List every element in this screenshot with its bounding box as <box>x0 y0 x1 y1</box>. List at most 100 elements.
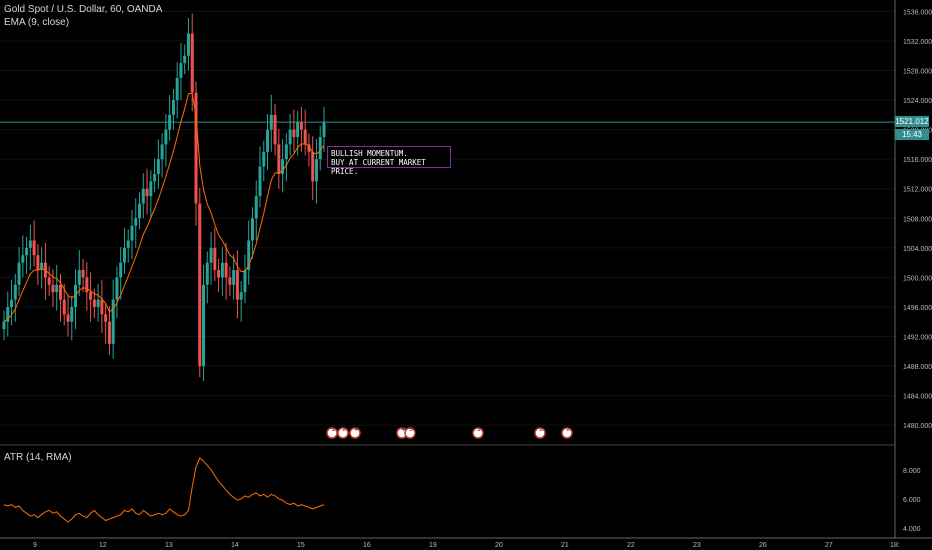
candle-body <box>100 299 104 315</box>
event-marker-label: 2 <box>566 427 570 433</box>
candle-body <box>269 114 273 130</box>
candle-body <box>89 292 93 300</box>
price-tick-label: 1500.000 <box>903 275 932 282</box>
time-tick-label: 19 <box>429 542 437 549</box>
time-tick-label: 27 <box>825 542 833 549</box>
candle-body <box>220 262 224 278</box>
candle-body <box>51 284 55 293</box>
candle-body <box>194 92 198 204</box>
candle-body <box>205 262 209 285</box>
time-tick-label: 9 <box>33 542 37 549</box>
atr-legend[interactable]: ATR (14, RMA) <box>4 452 72 463</box>
price-tick-label: 1516.000 <box>903 157 932 164</box>
candle-body <box>228 277 232 285</box>
candle-body <box>141 188 145 204</box>
ema-legend[interactable]: EMA (9, close) <box>4 17 70 28</box>
candle-body <box>254 196 258 219</box>
candle-body <box>179 63 183 78</box>
candle-body <box>273 114 277 145</box>
candle-body <box>232 270 236 285</box>
candle-body <box>235 270 239 300</box>
candle-body <box>13 284 17 300</box>
candle-body <box>292 129 296 138</box>
candle-body <box>156 159 160 174</box>
candle-body <box>70 306 74 322</box>
price-tick-label: 1484.000 <box>903 394 932 401</box>
event-marker <box>404 427 416 439</box>
atr-line <box>3 457 325 523</box>
candle-body <box>250 218 254 241</box>
time-tick-label: 20 <box>495 542 503 549</box>
candle-body <box>224 262 228 278</box>
candle-body <box>171 100 175 115</box>
candle-body <box>164 129 168 145</box>
ema-line <box>3 92 325 323</box>
candle-body <box>74 284 78 307</box>
atr-tick-label: 4.000 <box>903 526 921 533</box>
time-axis-ticks[interactable]: 9 12 13 14 15 16 19 20 21 22 23 26 27 18: <box>33 542 900 549</box>
event-marker-label: 1 <box>331 427 335 433</box>
candle-body <box>66 314 70 322</box>
candle-body <box>62 299 66 315</box>
candle-body <box>303 129 307 145</box>
candle-body <box>168 114 172 130</box>
candle-body <box>202 284 206 367</box>
candle-body <box>239 292 243 300</box>
candle-body <box>21 255 25 263</box>
candle-body <box>209 247 213 263</box>
price-tick-label: 1488.000 <box>903 364 932 371</box>
event-marker <box>326 427 338 439</box>
candle-body <box>258 166 262 197</box>
annotation-box[interactable]: BULLISH MOMENTUM. BUY AT CURRENT MARKET … <box>327 146 451 176</box>
candle-body <box>134 218 138 226</box>
price-tick-label: 1492.000 <box>903 335 932 342</box>
price-tick-label: 1532.000 <box>903 39 932 46</box>
candle-body <box>111 299 115 344</box>
annotation-line-2: BUY AT CURRENT MARKET PRICE. <box>331 158 426 176</box>
annotation-line-1: BULLISH MOMENTUM. <box>331 149 408 158</box>
candle-body <box>145 188 149 197</box>
candle-body <box>175 77 179 101</box>
time-tick-label: 12 <box>99 542 107 549</box>
price-axis-ticks[interactable]: 1480.000 1484.000 1488.000 1492.000 1496.000… <box>903 9 932 430</box>
candle-body <box>130 225 134 241</box>
candle-body <box>277 144 281 174</box>
candle-body <box>266 129 270 152</box>
time-tick-label: 18: <box>890 542 900 549</box>
event-marker <box>561 427 573 439</box>
candle-body <box>247 240 251 271</box>
candle-body <box>186 33 190 56</box>
candle-body <box>311 151 315 182</box>
candle-body <box>36 255 40 271</box>
candle-body <box>307 144 311 152</box>
symbol-legend[interactable]: Gold Spot / U.S. Dollar, 60, OANDA <box>4 4 163 15</box>
candle-body <box>299 122 303 130</box>
candle-body <box>160 144 164 160</box>
candle-body <box>104 314 108 322</box>
candle-body <box>85 277 89 293</box>
candle-body <box>122 247 126 263</box>
candle-body <box>32 240 36 256</box>
time-tick-label: 14 <box>231 542 239 549</box>
candle-body <box>55 284 59 293</box>
time-tick-label: 16 <box>363 542 371 549</box>
candle-body <box>149 181 153 197</box>
candle-body <box>217 270 221 278</box>
time-tick-label: 21 <box>561 542 569 549</box>
candle-body <box>77 270 81 285</box>
current-price-tag: 1521.012 <box>895 116 929 128</box>
candle-body <box>190 33 194 93</box>
price-tick-label: 1512.000 <box>903 187 932 194</box>
candle-body <box>288 129 292 145</box>
event-marker-label: 4 <box>401 427 405 433</box>
atr-axis-ticks[interactable]: 4.000 6.000 8.000 <box>903 468 921 533</box>
event-marker-label: 5 <box>409 427 413 433</box>
countdown-tag: 15:43 <box>895 129 929 141</box>
candle-body <box>318 137 322 160</box>
candle-body <box>81 270 85 278</box>
event-marker-label: 4 <box>354 427 358 433</box>
candle-body <box>6 306 10 322</box>
candle-body <box>213 247 217 271</box>
